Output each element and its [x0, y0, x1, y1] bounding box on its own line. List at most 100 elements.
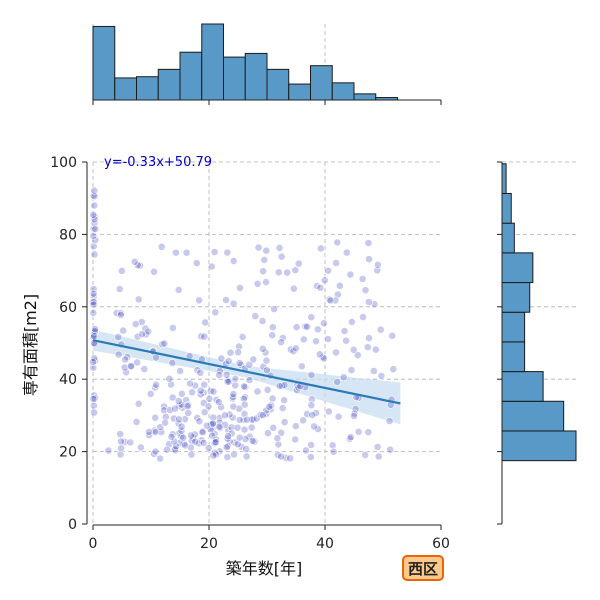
- histy-bar: [501, 341, 526, 373]
- scatter-point: [242, 445, 250, 453]
- scatter-point: [171, 248, 180, 257]
- confidence-band-area: [93, 329, 401, 425]
- scatter-point: [342, 336, 350, 345]
- scatter-point: [157, 242, 166, 251]
- scatter-point: [90, 327, 99, 336]
- scatter-point: [215, 422, 224, 431]
- scatter-point: [243, 415, 251, 424]
- scatter-point: [104, 446, 113, 455]
- scatter-point: [142, 330, 150, 339]
- scatter-point: [240, 400, 249, 409]
- scatter-point: [297, 362, 306, 371]
- scatter-point: [240, 409, 249, 418]
- scatter-point: [197, 332, 205, 341]
- scatter-point: [259, 267, 267, 276]
- histx-bar: [310, 65, 333, 101]
- scatter-point: [229, 257, 238, 265]
- scatter-point: [90, 186, 99, 195]
- scatter-point: [196, 368, 205, 377]
- scatter-point: [228, 413, 237, 422]
- scatter-point: [217, 403, 225, 411]
- scatter-point: [324, 335, 332, 343]
- scatter-point: [319, 354, 328, 363]
- scatter-point: [117, 444, 125, 453]
- scatter-point: [376, 325, 385, 334]
- scatter-point: [258, 317, 267, 325]
- scatter-point: [163, 445, 171, 454]
- scatter-point: [332, 348, 340, 357]
- scatter-point: [181, 441, 189, 450]
- scatter-point: [200, 380, 209, 389]
- scatter-point: [363, 343, 372, 352]
- regression-line-group: [92, 339, 401, 405]
- scatter-point: [277, 252, 286, 261]
- scatter-point: [248, 436, 257, 445]
- histx-bar: [179, 51, 203, 101]
- scatter-point: [254, 243, 263, 252]
- scatter-point: [171, 404, 179, 413]
- scatter-point: [369, 367, 378, 375]
- scatter-point: [263, 385, 272, 394]
- scatter-point: [123, 352, 132, 361]
- scatter-point: [235, 415, 244, 424]
- x-tick-label: 0: [89, 536, 98, 552]
- scatter-point: [318, 353, 327, 361]
- scatter-point: [333, 238, 342, 247]
- histy-bar: [501, 252, 534, 284]
- scatter-point: [127, 362, 135, 370]
- scatter-point: [211, 435, 220, 444]
- histy-bar: [501, 400, 565, 432]
- scatter-point: [268, 323, 277, 332]
- district-badge: 西区: [402, 555, 444, 581]
- y-axis-title: 専有面積[m2]: [21, 294, 40, 396]
- scatter-point: [90, 408, 98, 417]
- scatter-point: [373, 443, 382, 451]
- scatter-point: [223, 453, 232, 461]
- scatter-point: [359, 313, 367, 321]
- scatter-point: [361, 450, 370, 459]
- scatter-point: [269, 423, 278, 432]
- scatter-point: [264, 429, 272, 438]
- scatter-point: [333, 290, 342, 299]
- scatter-point: [302, 446, 310, 455]
- scatter-point: [326, 296, 335, 305]
- scatter-point: [196, 386, 205, 395]
- scatter-point: [319, 319, 328, 328]
- scatter-point: [277, 338, 285, 347]
- scatter-point: [211, 308, 220, 317]
- scatter-point: [133, 358, 141, 367]
- scatter-point: [122, 368, 130, 377]
- scatter-point: [307, 313, 316, 322]
- histx-bar: [266, 68, 290, 101]
- y-tick-label: 80: [59, 227, 77, 243]
- scatter-point: [200, 332, 209, 341]
- scatter-point: [151, 428, 160, 437]
- scatter-point: [236, 283, 244, 292]
- histx-bar: [223, 56, 246, 101]
- scatter-point: [188, 388, 196, 397]
- scatter-point: [291, 344, 300, 353]
- scatter-point: [373, 260, 382, 269]
- scatter-point: [176, 367, 184, 375]
- scatter-point: [354, 427, 363, 436]
- scatter-point: [207, 262, 216, 271]
- scatter-point: [278, 333, 287, 342]
- scatter-point: [90, 201, 99, 210]
- scatter-point: [209, 451, 218, 460]
- scatter-point: [187, 431, 195, 440]
- scatter-point: [253, 387, 262, 396]
- scatter-point: [346, 433, 355, 442]
- scatter-point: [262, 278, 270, 286]
- histy-bar: [501, 430, 577, 462]
- scatter-point: [388, 331, 397, 340]
- scatter-point: [347, 317, 356, 326]
- scatter-point: [175, 415, 183, 424]
- scatter-point: [329, 447, 338, 456]
- scatter-point: [234, 348, 242, 357]
- scatter-point: [291, 266, 300, 275]
- histx-bar: [114, 77, 137, 101]
- scatter-point: [197, 436, 206, 445]
- scatter-point: [253, 279, 262, 288]
- histy-bar: [501, 371, 544, 402]
- scatter-point: [258, 344, 267, 353]
